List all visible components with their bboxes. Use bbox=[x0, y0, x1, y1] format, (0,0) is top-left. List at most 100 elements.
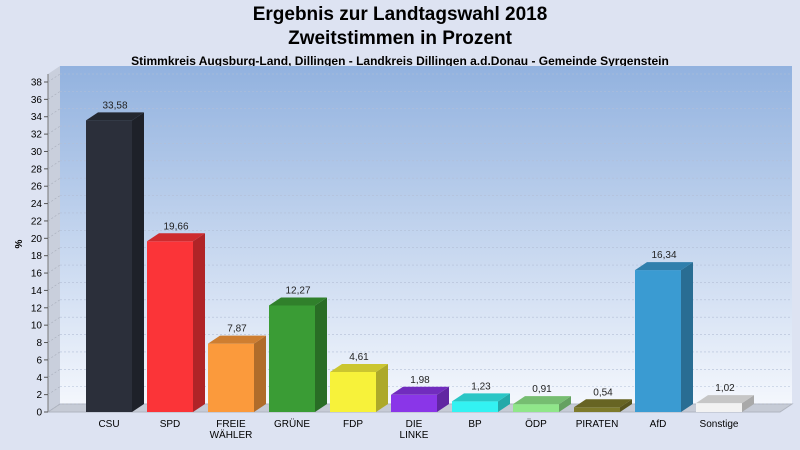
y-tick-label: 0 bbox=[36, 408, 42, 419]
bar-side bbox=[742, 395, 754, 412]
y-tick-label: 30 bbox=[31, 147, 43, 158]
bar-top bbox=[330, 363, 388, 372]
y-tick-label: 14 bbox=[31, 286, 43, 297]
y-tick-label: 34 bbox=[31, 112, 43, 123]
bar-value-label: 1,98 bbox=[410, 375, 430, 386]
bar-value-label: 1,23 bbox=[471, 381, 491, 392]
bar bbox=[208, 343, 254, 412]
bar-side bbox=[193, 233, 205, 412]
bar bbox=[330, 371, 376, 412]
grid-line-diag bbox=[47, 334, 61, 343]
bar bbox=[452, 401, 498, 412]
bar-value-label: 12,27 bbox=[285, 285, 310, 296]
bar-value-label: 0,91 bbox=[532, 384, 552, 395]
x-tick-label: FREIE bbox=[216, 419, 246, 430]
chart-subtitle: Stimmkreis Augsburg-Land, Dillingen - La… bbox=[131, 54, 669, 68]
bar-top bbox=[269, 297, 327, 306]
x-tick-label: SPD bbox=[160, 419, 181, 430]
x-tick-label: CSU bbox=[98, 419, 119, 430]
bar-top bbox=[635, 262, 693, 271]
y-tick-label: 16 bbox=[31, 269, 43, 280]
bar-top bbox=[147, 233, 205, 242]
grid-line-diag bbox=[47, 125, 61, 135]
x-tick-label: BP bbox=[468, 419, 482, 430]
y-tick-label: 24 bbox=[31, 199, 43, 210]
bar-value-label: 16,34 bbox=[651, 250, 676, 261]
y-tick-label: 4 bbox=[36, 373, 42, 384]
y-tick-label: 22 bbox=[31, 216, 43, 227]
bar-top bbox=[574, 399, 632, 408]
grid-line-diag bbox=[47, 143, 61, 152]
bar-side bbox=[559, 396, 571, 412]
bar-side bbox=[437, 386, 449, 412]
bar-value-label: 19,66 bbox=[163, 221, 188, 232]
plot-side-wall bbox=[48, 66, 60, 412]
bar-value-label: 4,61 bbox=[349, 352, 369, 363]
bar bbox=[147, 241, 193, 412]
bar-value-label: 7,87 bbox=[227, 324, 247, 335]
x-tick-label: FDP bbox=[343, 419, 363, 430]
grid-line-diag bbox=[47, 369, 61, 378]
bar-side bbox=[681, 262, 693, 412]
bar-value-label: 33,58 bbox=[102, 100, 127, 111]
bar-side bbox=[376, 363, 388, 412]
chart-title: Ergebnis zur Landtagswahl 2018 bbox=[252, 4, 548, 25]
bars: 33,58 19,66 7,87 12,27 4,61 1,98 1,23 0,91 0,54 1… bbox=[86, 100, 754, 412]
x-tick-label: Sonstige bbox=[700, 419, 739, 430]
bar-top bbox=[513, 396, 571, 405]
grid-line-diag bbox=[47, 177, 61, 187]
grid-line-diag bbox=[47, 264, 61, 274]
bar-top bbox=[696, 395, 754, 404]
bar bbox=[391, 394, 437, 412]
x-tick-label: GRÜNE bbox=[274, 418, 310, 430]
bar bbox=[696, 403, 742, 412]
grid-line-diag bbox=[47, 403, 61, 413]
y-tick-label: 10 bbox=[31, 321, 43, 332]
y-tick-label: 32 bbox=[31, 130, 43, 141]
y-tick-label: 8 bbox=[36, 338, 42, 349]
grid-line-diag bbox=[47, 247, 61, 256]
y-tick-label: 36 bbox=[31, 95, 43, 106]
y-tick-label: 28 bbox=[31, 164, 43, 175]
bar-top bbox=[452, 393, 510, 402]
x-tick-label: DIE bbox=[406, 419, 423, 430]
bar-value-label: 0,54 bbox=[593, 387, 613, 398]
y-tick-label: 20 bbox=[31, 234, 43, 245]
grid-line-diag bbox=[47, 316, 61, 326]
bar-value-label: 1,02 bbox=[715, 383, 735, 394]
x-tick-label: WÄHLER bbox=[210, 429, 253, 441]
x-tick-label: LINKE bbox=[400, 430, 429, 441]
grid-line-diag bbox=[47, 108, 61, 117]
x-tick-label: PIRATEN bbox=[576, 419, 619, 430]
chart-title-line2: Zweitstimmen in Prozent bbox=[288, 28, 512, 49]
bar-side bbox=[498, 393, 510, 412]
bar bbox=[574, 407, 620, 412]
y-tick-label: 12 bbox=[31, 303, 43, 314]
x-tick-label: ÖDP bbox=[525, 418, 547, 430]
grid-line-diag bbox=[47, 212, 61, 222]
bar-side bbox=[315, 297, 327, 412]
grid-line-diag bbox=[47, 351, 61, 361]
bar bbox=[513, 404, 559, 412]
y-tick-label: 6 bbox=[36, 355, 42, 366]
bar bbox=[86, 120, 132, 412]
y-tick-label: 2 bbox=[36, 390, 42, 401]
bar-side bbox=[620, 399, 632, 412]
y-tick-label: 38 bbox=[31, 78, 43, 89]
bar bbox=[635, 270, 681, 412]
grid-line-diag bbox=[47, 73, 61, 83]
grid-line-diag bbox=[47, 195, 61, 204]
grid-line-diag bbox=[47, 386, 61, 395]
grid-line-diag bbox=[47, 299, 61, 309]
bar-top bbox=[86, 112, 144, 121]
bar-side bbox=[254, 335, 266, 412]
x-tick-label: AfD bbox=[650, 419, 667, 430]
grid-line-diag bbox=[47, 160, 61, 170]
grid-line-diag bbox=[47, 91, 61, 100]
bar-top bbox=[208, 335, 266, 344]
bar-top bbox=[391, 386, 449, 395]
bar bbox=[269, 305, 315, 412]
